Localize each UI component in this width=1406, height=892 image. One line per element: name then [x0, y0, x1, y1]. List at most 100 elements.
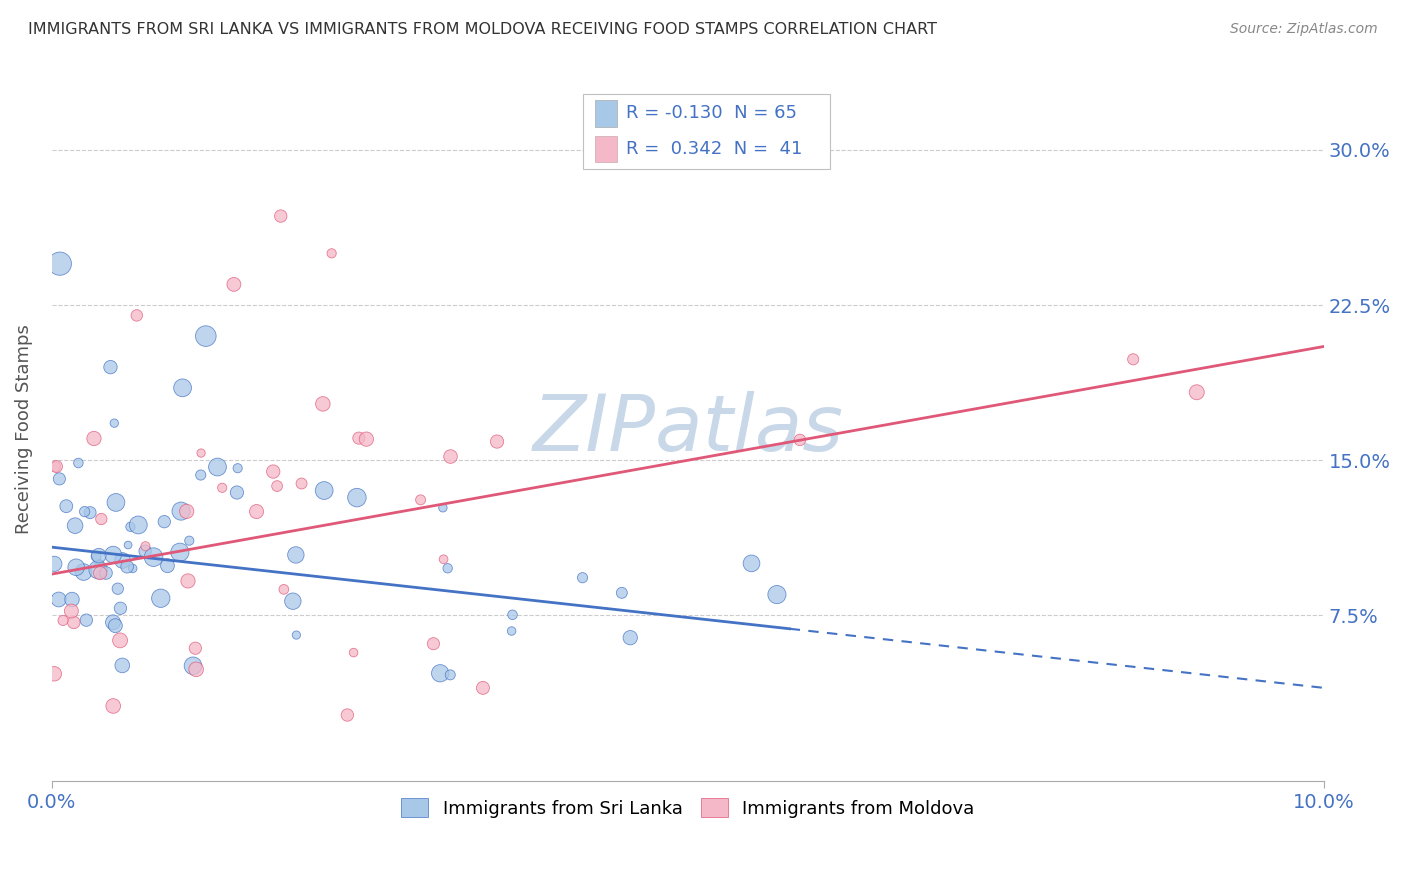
Immigrants from Sri Lanka	[169, 545, 191, 559]
Immigrants from Sri Lanka	[94, 566, 117, 580]
Legend: Immigrants from Sri Lanka, Immigrants from Moldova: Immigrants from Sri Lanka, Immigrants fr…	[394, 791, 981, 825]
Immigrants from Sri Lanka	[190, 468, 212, 483]
Text: R = -0.130  N = 65: R = -0.130 N = 65	[626, 104, 797, 122]
Immigrants from Sri Lanka	[67, 456, 90, 470]
Immigrants from Sri Lanka	[49, 257, 72, 271]
Immigrants from Moldova	[125, 309, 148, 323]
Immigrants from Moldova	[89, 566, 111, 580]
Immigrants from Sri Lanka	[153, 515, 176, 529]
Immigrants from Sri Lanka	[284, 548, 307, 562]
Immigrants from Moldova	[245, 504, 267, 518]
Immigrants from Moldova	[789, 433, 811, 447]
Immigrants from Sri Lanka	[72, 565, 94, 579]
Immigrants from Sri Lanka	[127, 517, 149, 532]
Immigrants from Sri Lanka	[115, 559, 138, 574]
Immigrants from Sri Lanka	[285, 628, 308, 642]
Immigrants from Moldova	[44, 666, 66, 681]
Immigrants from Sri Lanka	[172, 381, 194, 395]
Immigrants from Moldova	[347, 431, 370, 445]
Immigrants from Moldova	[52, 614, 75, 628]
Immigrants from Moldova	[273, 582, 295, 597]
Immigrants from Moldova	[409, 492, 432, 507]
Immigrants from Sri Lanka	[121, 561, 143, 575]
Text: ZIPatlas: ZIPatlas	[533, 392, 844, 467]
Immigrants from Sri Lanka	[226, 461, 249, 475]
Y-axis label: Receiving Food Stamps: Receiving Food Stamps	[15, 325, 32, 534]
Immigrants from Sri Lanka	[429, 666, 451, 681]
Immigrants from Sri Lanka	[740, 557, 762, 571]
Immigrants from Moldova	[184, 641, 207, 656]
Immigrants from Sri Lanka	[65, 560, 87, 574]
Immigrants from Moldova	[356, 432, 378, 446]
Immigrants from Moldova	[266, 479, 288, 493]
Immigrants from Moldova	[1122, 352, 1144, 367]
Immigrants from Sri Lanka	[100, 360, 122, 375]
Immigrants from Moldova	[439, 450, 461, 464]
Immigrants from Sri Lanka	[101, 615, 124, 630]
Immigrants from Sri Lanka	[766, 588, 789, 602]
Immigrants from Sri Lanka	[436, 561, 458, 575]
Immigrants from Sri Lanka	[60, 592, 83, 607]
Immigrants from Sri Lanka	[103, 416, 125, 430]
Immigrants from Sri Lanka	[610, 586, 633, 600]
Immigrants from Sri Lanka	[432, 500, 454, 515]
Immigrants from Sri Lanka	[48, 472, 70, 486]
Immigrants from Sri Lanka	[194, 329, 217, 343]
Immigrants from Sri Lanka	[79, 506, 101, 520]
Immigrants from Sri Lanka	[156, 558, 179, 573]
Immigrants from Sri Lanka	[111, 658, 134, 673]
Immigrants from Sri Lanka	[314, 483, 336, 498]
Immigrants from Moldova	[262, 465, 284, 479]
Text: Source: ZipAtlas.com: Source: ZipAtlas.com	[1230, 22, 1378, 37]
Immigrants from Moldova	[432, 552, 454, 566]
Immigrants from Moldova	[134, 539, 156, 553]
Immigrants from Sri Lanka	[226, 485, 249, 500]
Immigrants from Moldova	[186, 662, 208, 676]
Immigrants from Moldova	[176, 504, 198, 518]
Immigrants from Moldova	[486, 434, 509, 449]
Immigrants from Sri Lanka	[84, 549, 107, 564]
Immigrants from Moldova	[472, 681, 495, 695]
Immigrants from Moldova	[342, 646, 364, 660]
Immigrants from Moldova	[222, 277, 245, 292]
Immigrants from Sri Lanka	[44, 557, 66, 571]
Immigrants from Sri Lanka	[75, 613, 97, 627]
Immigrants from Moldova	[108, 633, 131, 648]
Immigrants from Sri Lanka	[502, 607, 524, 622]
Immigrants from Sri Lanka	[87, 563, 110, 577]
Immigrants from Sri Lanka	[346, 491, 368, 505]
Immigrants from Moldova	[1185, 385, 1208, 400]
Immigrants from Sri Lanka	[101, 548, 124, 562]
Immigrants from Sri Lanka	[73, 505, 96, 519]
Immigrants from Moldova	[90, 512, 112, 526]
Immigrants from Sri Lanka	[179, 533, 201, 548]
Immigrants from Moldova	[270, 209, 292, 223]
Immigrants from Moldova	[290, 476, 312, 491]
Immigrants from Sri Lanka	[104, 618, 127, 632]
Immigrants from Moldova	[83, 432, 105, 446]
Immigrants from Moldova	[44, 459, 66, 474]
Immigrants from Moldova	[190, 446, 212, 460]
Immigrants from Sri Lanka	[134, 544, 156, 558]
Immigrants from Moldova	[45, 459, 67, 474]
Text: IMMIGRANTS FROM SRI LANKA VS IMMIGRANTS FROM MOLDOVA RECEIVING FOOD STAMPS CORRE: IMMIGRANTS FROM SRI LANKA VS IMMIGRANTS …	[28, 22, 938, 37]
Immigrants from Sri Lanka	[107, 582, 129, 596]
Immigrants from Sri Lanka	[89, 557, 111, 571]
Immigrants from Sri Lanka	[207, 460, 229, 475]
Immigrants from Moldova	[60, 604, 83, 618]
Immigrants from Sri Lanka	[110, 601, 132, 615]
Immigrants from Sri Lanka	[571, 571, 593, 585]
Immigrants from Sri Lanka	[55, 499, 77, 513]
Immigrants from Sri Lanka	[170, 504, 193, 518]
Immigrants from Moldova	[312, 397, 335, 411]
Immigrants from Moldova	[63, 615, 86, 630]
Immigrants from Sri Lanka	[63, 518, 86, 533]
Immigrants from Sri Lanka	[48, 592, 70, 607]
Immigrants from Sri Lanka	[120, 520, 142, 534]
Immigrants from Moldova	[177, 574, 200, 588]
Immigrants from Sri Lanka	[90, 567, 112, 582]
Immigrants from Sri Lanka	[117, 538, 139, 552]
Immigrants from Sri Lanka	[149, 591, 172, 606]
Immigrants from Sri Lanka	[111, 553, 134, 567]
Immigrants from Sri Lanka	[104, 495, 127, 509]
